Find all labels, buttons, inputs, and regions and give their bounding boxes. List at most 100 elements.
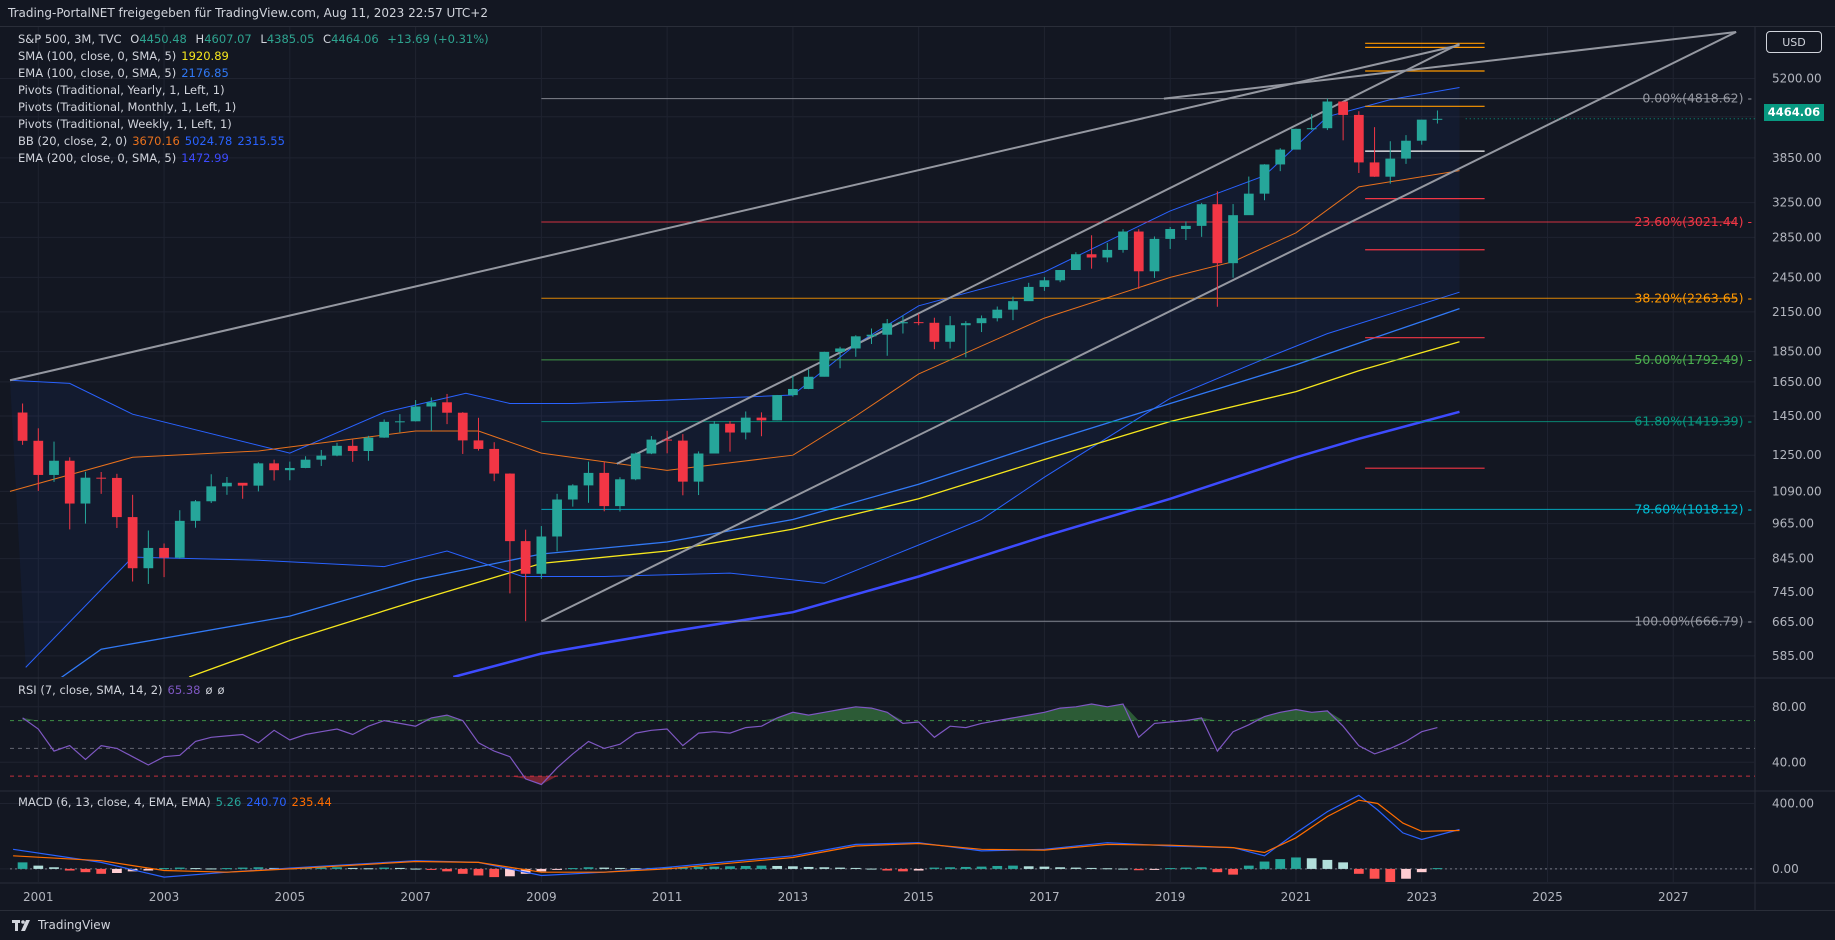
y-tick-label: 745.00 [1772, 585, 1814, 599]
candle-body [677, 440, 688, 482]
candle-body [803, 376, 814, 389]
candle-body [190, 501, 201, 521]
macd-histogram-bar [1385, 868, 1396, 882]
legend-ema200[interactable]: EMA (200, close, 0, SMA, 5) 1472.99 [18, 151, 234, 165]
macd-histogram-bar [457, 868, 468, 874]
legend-change: +13.69 (+0.31%) [387, 32, 489, 46]
legend-sma100[interactable]: SMA (100, close, 0, SMA, 5) 1920.89 [18, 49, 234, 63]
legend-symbol[interactable]: S&P 500, 3M, TVC O4450.48 H4607.07 L4385… [18, 32, 494, 46]
macd-histogram-bar [536, 868, 547, 872]
x-tick-label: 2019 [1155, 890, 1186, 904]
legend-bb[interactable]: BB (20, close, 2, 0) 3670.16 5024.78 2315.5… [18, 134, 290, 148]
macd-histogram-bar [1149, 868, 1160, 870]
candle-body [630, 453, 641, 480]
candle-body [866, 334, 877, 337]
legend-low: L4385.05 [260, 32, 314, 46]
macd-histogram-bar [599, 867, 610, 869]
legend-macd[interactable]: MACD (6, 13, close, 4, EMA, EMA) 5.26 240.… [18, 795, 337, 809]
macd-histogram-bar [316, 867, 327, 869]
macd-histogram-bar [410, 868, 421, 870]
candle-body [1086, 254, 1097, 258]
legend-ema100[interactable]: EMA (100, close, 0, SMA, 5) 2176.85 [18, 66, 234, 80]
candle-body [473, 440, 484, 449]
macd-histogram-bar [33, 865, 44, 869]
macd-histogram-bar [882, 868, 893, 871]
macd-histogram-bar [1039, 866, 1050, 869]
candle-body [913, 322, 924, 324]
y-tick-label: 845.00 [1772, 552, 1814, 566]
candle-body [725, 423, 735, 433]
ema100-value: 2176.85 [181, 66, 229, 80]
macd-histogram-bar [1055, 867, 1066, 869]
candle-body [945, 325, 955, 342]
candle-body [505, 473, 515, 542]
candle-body [332, 445, 342, 456]
y-tick-label: 585.00 [1772, 649, 1814, 663]
macd-histogram-bar [788, 866, 798, 869]
rsi-line [22, 703, 1438, 786]
currency-button[interactable]: USD [1766, 31, 1822, 53]
candle-body [489, 448, 500, 474]
chart-background [0, 27, 1835, 910]
fib-level-label: 61.80%(1419.39) - [1634, 414, 1752, 429]
macd-histogram-bar [1322, 859, 1333, 869]
main-pane [9, 31, 1755, 677]
x-tick-label: 2007 [400, 890, 431, 904]
fib-level-label: 50.00%(1792.49) - [1634, 352, 1752, 367]
high-value: 4607.07 [204, 32, 252, 46]
legend-high: H4607.07 [196, 32, 252, 46]
candle-body [379, 421, 390, 438]
legend-pivots-monthly[interactable]: Pivots (Traditional, Monthly, 1, Left, 1… [18, 100, 241, 114]
macd-histogram-bar [835, 867, 845, 869]
macd-histogram-bar [505, 868, 515, 877]
candle-body [17, 412, 28, 441]
macd-histogram-bar [756, 865, 767, 869]
candle-body [709, 423, 720, 454]
macd-histogram-bar [442, 868, 452, 872]
rsi-tick-label: 40.00 [1772, 755, 1806, 769]
macd-histogram-bar [489, 868, 500, 878]
ema200-label: EMA (200, close, 0, SMA, 5) [18, 151, 177, 165]
candle-body [1338, 101, 1348, 115]
legend-pivots-weekly[interactable]: Pivots (Traditional, Weekly, 1, Left, 1) [18, 117, 237, 131]
macd-histogram-bar [426, 868, 437, 870]
legend-pivots-yearly[interactable]: Pivots (Traditional, Yearly, 1, Left, 1) [18, 83, 230, 97]
rsi-value: 65.38 [167, 683, 201, 697]
legend-rsi[interactable]: RSI (7, close, SMA, 14, 2) 65.38 ø ø [18, 683, 230, 697]
fib-level-label: 38.20%(2263.65) - [1634, 290, 1752, 305]
macd-histogram-bar [473, 868, 484, 876]
candle-body [269, 463, 279, 471]
candle-body [960, 323, 971, 326]
macd-histogram-bar [929, 867, 940, 869]
candle-body [1196, 204, 1207, 226]
y-tick-label: 2850.00 [1772, 230, 1822, 244]
pivots-monthly-label: Pivots (Traditional, Monthly, 1, Left, 1… [18, 100, 237, 114]
y-tick-label: 3850.00 [1772, 151, 1822, 165]
candle-body [300, 459, 311, 468]
candle-body [1291, 128, 1301, 150]
x-tick-label: 2005 [275, 890, 306, 904]
rsi-label: RSI (7, close, SMA, 14, 2) [18, 683, 163, 697]
candle-body [583, 472, 594, 486]
macd-histogram-bar [174, 867, 185, 869]
x-tick-label: 2021 [1281, 890, 1312, 904]
macd-histogram-bar [1212, 868, 1223, 873]
chart-canvas[interactable]: 2001 2003 2005 2007 2009 2011 2013 2015 2017 2019… [0, 27, 1835, 910]
fib-level-label: 0.00%(4818.62) - [1642, 91, 1752, 106]
bb-label: BB (20, close, 2, 0) [18, 134, 128, 148]
candle-body [457, 412, 468, 441]
trendline [1163, 31, 1737, 100]
macd-histogram-bar [253, 867, 264, 869]
footer-bar: TradingView [0, 910, 1835, 939]
macd-histogram-bar [1133, 868, 1144, 871]
candle-body [1165, 228, 1176, 239]
bollinger-lower [25, 291, 1460, 668]
candle-body [1102, 249, 1113, 258]
x-tick-label: 2013 [778, 890, 809, 904]
tradingview-logo[interactable]: TradingView [12, 911, 111, 940]
y-tick-label: 1250.00 [1772, 448, 1822, 462]
legend-symbol-name: S&P 500, 3M, TVC [18, 32, 122, 46]
close-label: C [323, 32, 332, 46]
macd-histogram-bar [1338, 862, 1348, 869]
candle-body [442, 402, 452, 413]
